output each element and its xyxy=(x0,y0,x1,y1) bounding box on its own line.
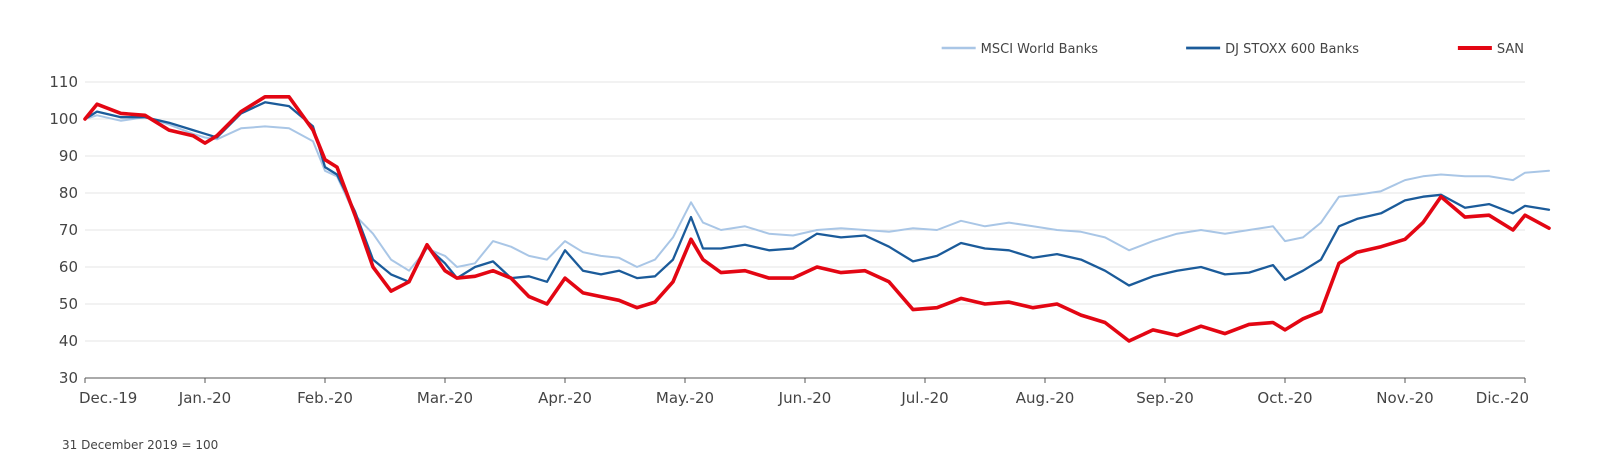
base-footnote: 31 December 2019 = 100 xyxy=(62,438,219,452)
y-tick-label: 30 xyxy=(59,369,78,387)
legend-item: MSCI World Banks xyxy=(941,42,1099,57)
series-line-san xyxy=(83,95,1551,343)
x-tick-label: May.-20 xyxy=(656,389,714,407)
x-tick-label: Sep.-20 xyxy=(1136,389,1194,407)
x-tick-label: Apr.-20 xyxy=(538,389,592,407)
x-tick-label: Jul.-20 xyxy=(900,389,948,407)
series-line-dj-stoxx-600-banks xyxy=(83,101,1551,287)
x-tick-label: Jun.-20 xyxy=(778,389,832,407)
legend-label: DJ STOXX 600 Banks xyxy=(1225,42,1359,57)
legend-label: SAN xyxy=(1497,42,1524,57)
x-tick-label: Mar.-20 xyxy=(417,389,473,407)
y-tick-label: 60 xyxy=(59,258,78,276)
x-tick-label: Nov.-20 xyxy=(1376,389,1433,407)
y-tick-label: 40 xyxy=(59,332,78,350)
y-tick-label: 90 xyxy=(59,147,78,165)
legend-label: MSCI World Banks xyxy=(981,42,1099,57)
x-tick-label: Oct.-20 xyxy=(1257,389,1312,407)
x-tick-label: Feb.-20 xyxy=(297,389,353,407)
gridlines xyxy=(85,81,1525,342)
legend: MSCI World Banks DJ STOXX 600 Banks SAN xyxy=(941,42,1524,57)
y-tick-label: 70 xyxy=(59,221,78,239)
x-tick-label: Dic.-20 xyxy=(1476,389,1529,407)
x-tick-label: Jan.-20 xyxy=(178,389,231,407)
legend-item: DJ STOXX 600 Banks xyxy=(1186,42,1359,57)
y-tick-label: 110 xyxy=(49,73,78,91)
x-tick-label: Dec.-19 xyxy=(79,389,137,407)
y-axis: 30 40 50 60 70 80 90 100 110 xyxy=(49,73,78,387)
series-lines xyxy=(83,95,1551,343)
y-tick-label: 100 xyxy=(49,110,78,128)
y-tick-label: 80 xyxy=(59,184,78,202)
series-line-msci-world-banks xyxy=(84,114,1550,272)
legend-item: SAN xyxy=(1457,42,1524,57)
x-tick-label: Aug.-20 xyxy=(1016,389,1075,407)
y-tick-label: 50 xyxy=(59,295,78,313)
x-axis: Dec.-19 Jan.-20 Feb.-20 Mar.-20 Apr.-20 May.-… xyxy=(79,377,1529,407)
